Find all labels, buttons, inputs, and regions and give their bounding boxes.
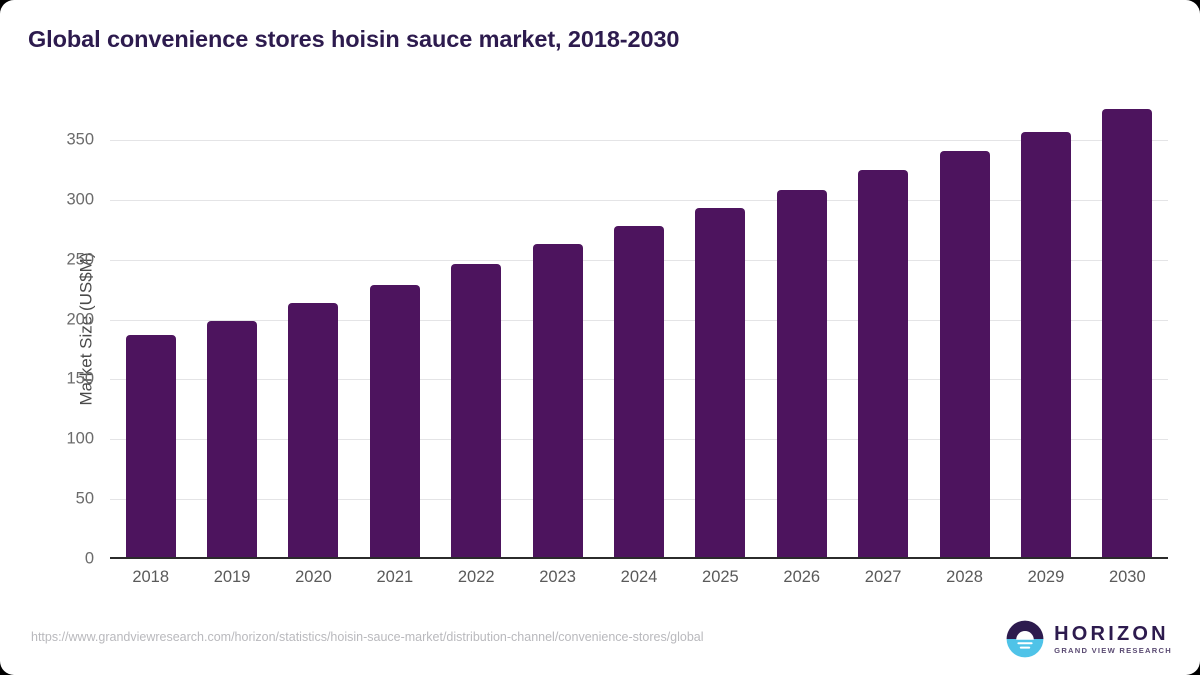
x-tick-label: 2026	[783, 568, 821, 586]
bar[interactable]	[125, 335, 176, 559]
x-tick-label: 2025	[702, 568, 739, 586]
horizon-logo-icon	[1006, 620, 1044, 658]
y-tick-label: 350	[66, 130, 94, 149]
bar[interactable]	[207, 320, 258, 559]
x-tick-label: 2027	[864, 568, 902, 586]
x-tick-label: 2018	[132, 568, 170, 586]
plot-area	[110, 98, 1168, 559]
y-tick-label: 100	[66, 429, 94, 448]
logo-title: HORIZON	[1054, 622, 1169, 645]
bar[interactable]	[939, 150, 990, 559]
y-tick-label: 250	[66, 250, 94, 269]
bar[interactable]	[695, 208, 746, 559]
horizon-logo-text: HORIZON GRAND VIEW RESEARCH	[1054, 624, 1172, 655]
y-tick-label: 300	[66, 190, 94, 209]
x-tick-label: 2023	[539, 568, 576, 586]
x-axis-line	[110, 557, 1168, 559]
y-tick-label: 0	[84, 549, 94, 568]
x-tick-label: 2022	[457, 568, 495, 586]
gridline	[110, 199, 1168, 201]
bar[interactable]	[613, 226, 665, 559]
page-title: Global convenience stores hoisin sauce m…	[28, 26, 680, 52]
bar[interactable]	[776, 190, 827, 559]
x-tick-label: 2028	[946, 568, 983, 586]
bar[interactable]	[858, 169, 909, 559]
bar[interactable]	[369, 284, 420, 559]
x-axis-ticks: 2018 2019 2020 2021 2022 2023 2024 2025 2026 2027…	[110, 562, 1168, 596]
x-tick-label: 2021	[376, 568, 414, 586]
bar[interactable]	[1020, 131, 1071, 559]
x-tick-label: 2029	[1027, 568, 1065, 586]
x-tick-label: 2020	[295, 568, 332, 586]
bar[interactable]	[1102, 108, 1153, 559]
logo-tagline: GRAND VIEW RESEARCH	[1054, 645, 1172, 655]
y-tick-label: 200	[66, 310, 94, 329]
x-tick-label: 2030	[1108, 568, 1146, 586]
bar-series	[110, 98, 1168, 559]
y-tick-label: 150	[66, 369, 94, 388]
bar[interactable]	[451, 264, 502, 559]
source-url[interactable]: https://www.grandviewresearch.com/horizo…	[31, 630, 704, 644]
bar[interactable]	[288, 302, 339, 559]
y-tick-label: 50	[75, 489, 94, 508]
horizon-logo[interactable]: HORIZON GRAND VIEW RESEARCH	[1005, 618, 1172, 660]
bar[interactable]	[532, 244, 583, 559]
x-tick-label: 2024	[620, 568, 658, 586]
gridline	[110, 139, 1168, 141]
x-tick-label: 2019	[213, 568, 251, 586]
y-axis-ticks: 0 50 100 150 200 250 300 350	[0, 98, 110, 567]
